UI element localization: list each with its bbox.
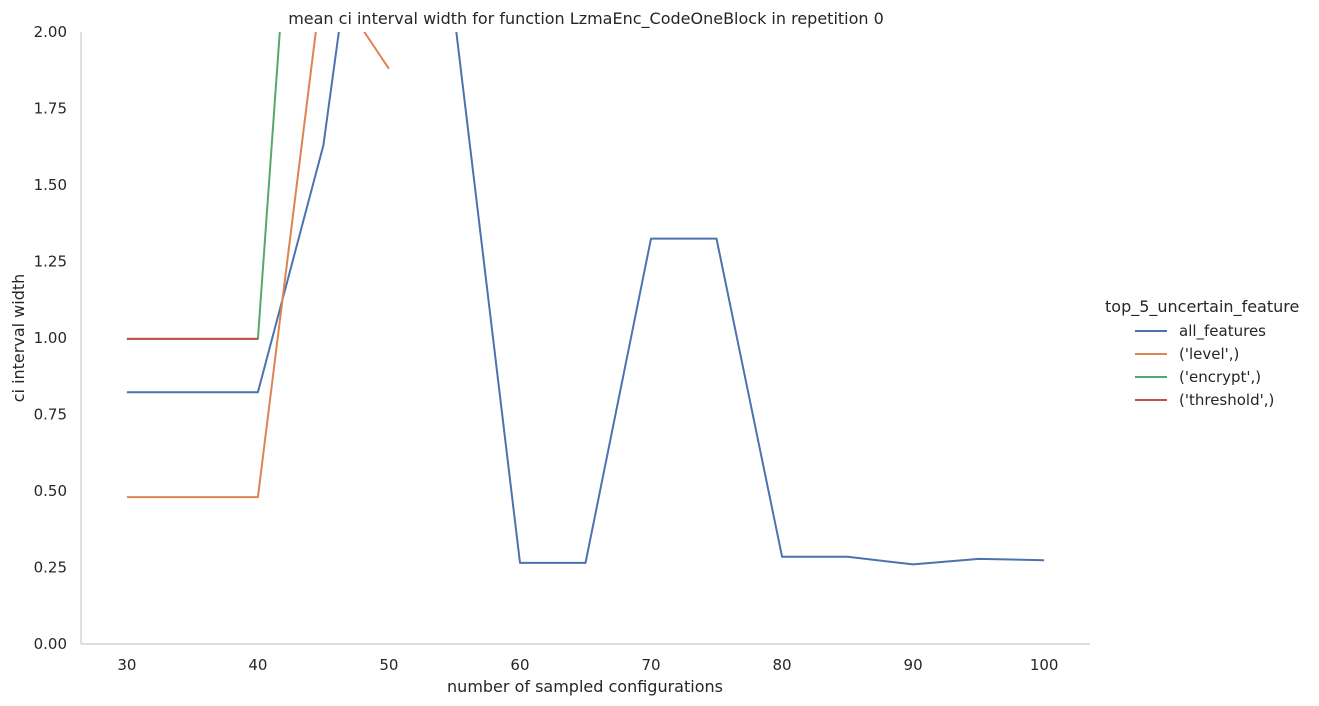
axes: 30 40 50 60 70 80 90 100 0.00 0.25 0.50 0.75 1.00 1.2…: [34, 23, 1090, 674]
series-line: [126, 32, 390, 499]
y-tick-label: 1.25: [34, 253, 67, 271]
y-tick-label: 1.75: [34, 100, 67, 118]
x-tick-label: 30: [117, 656, 136, 674]
y-tick-label: 0.50: [34, 482, 67, 500]
x-tick-label: 100: [1030, 656, 1059, 674]
series-line: [126, 32, 1045, 566]
y-tick-label: 0.75: [34, 406, 67, 424]
series-line: [126, 32, 281, 340]
legend-label: ('encrypt',): [1179, 368, 1261, 386]
x-tick-label: 70: [641, 656, 660, 674]
chart-title: mean ci interval width for function Lzma…: [288, 9, 884, 29]
x-axis-title: number of sampled configurations: [447, 677, 723, 696]
legend-label: ('level',): [1179, 345, 1239, 363]
legend-label: all_features: [1179, 322, 1266, 341]
plot-area: [126, 32, 1045, 566]
y-tick-label: 0.25: [34, 559, 67, 577]
x-tick-label: 90: [904, 656, 923, 674]
x-tick-label: 60: [510, 656, 529, 674]
y-tick-label: 1.00: [34, 329, 67, 347]
x-tick-label: 50: [379, 656, 398, 674]
y-axis-title: ci interval width: [9, 274, 28, 403]
y-tick-label: 1.50: [34, 176, 67, 194]
x-tick-label: 40: [248, 656, 267, 674]
legend-label: ('threshold',): [1179, 391, 1274, 409]
x-tick-label: 80: [773, 656, 792, 674]
y-tick-label: 0.00: [34, 635, 67, 653]
y-tick-label: 2.00: [34, 23, 67, 41]
legend: top_5_uncertain_feature all_features ('le…: [1105, 297, 1299, 409]
legend-title: top_5_uncertain_feature: [1105, 297, 1299, 317]
